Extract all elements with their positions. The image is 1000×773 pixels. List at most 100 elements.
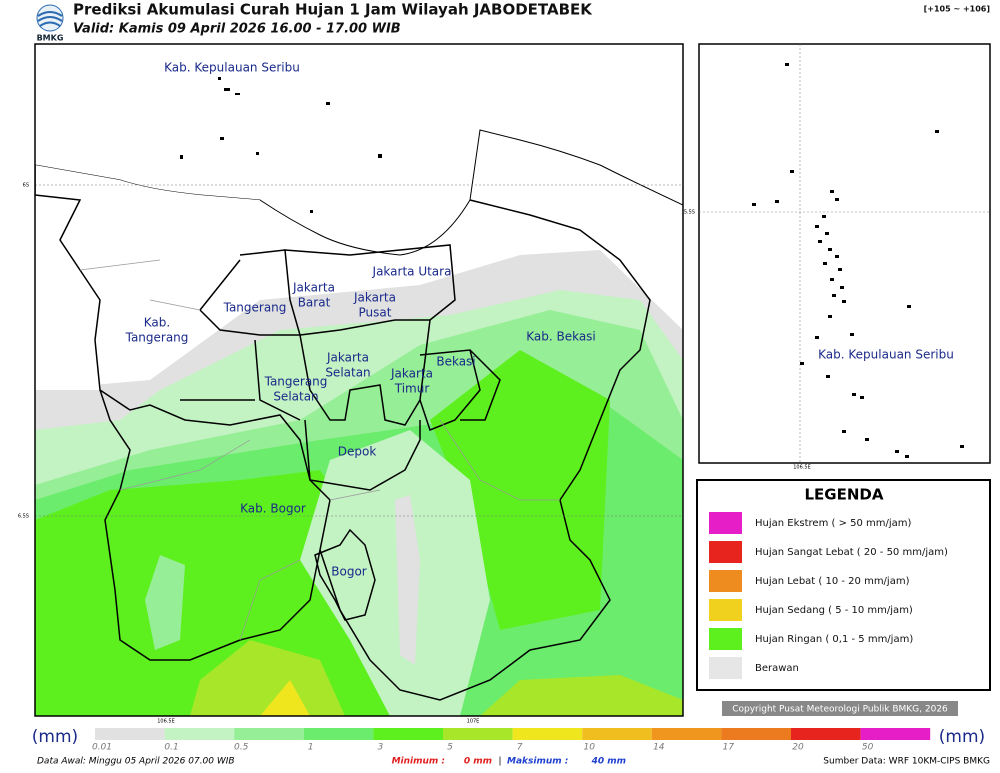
colorbar-segment <box>303 728 374 740</box>
colorbar-tick: 20 <box>792 743 804 753</box>
island <box>852 393 856 396</box>
region-label: Selatan <box>325 366 370 380</box>
island <box>860 396 864 399</box>
island <box>828 315 832 318</box>
colorbar-tick: 0.01 <box>92 743 112 753</box>
region-label: Jakarta Utara <box>372 265 452 279</box>
island <box>825 232 829 235</box>
footer-start: Data Awal: Minggu 05 April 2026 07.00 WI… <box>37 757 235 767</box>
legend-swatch <box>709 599 742 621</box>
lat-label: 6.5S <box>18 514 29 520</box>
island <box>828 248 832 251</box>
island <box>790 170 794 173</box>
region-label: Kab. Bogor <box>240 502 306 516</box>
colorbar-tick: 50 <box>862 743 874 753</box>
island <box>752 203 756 206</box>
legend-swatch <box>709 541 742 563</box>
colorbar-tick: 3 <box>378 743 384 753</box>
region-label: Kab. Bekasi <box>526 330 596 344</box>
copyright: Copyright Pusat Meteorologi Publik BMKG,… <box>732 705 948 715</box>
island <box>818 240 822 243</box>
region-label: Barat <box>298 296 331 310</box>
colorbar-segment <box>582 728 652 740</box>
region-label: Jakarta <box>353 291 396 305</box>
colorbar-tick: 1 <box>308 743 314 753</box>
region-label: Kab. <box>144 316 170 330</box>
colorbar-segment <box>512 728 583 740</box>
region-label: Jakarta <box>292 281 335 295</box>
separator: | <box>498 757 501 767</box>
island <box>815 225 819 228</box>
lon-label: 106.5E <box>793 465 810 471</box>
lat-label: 6S <box>23 183 29 189</box>
colorbar-segment <box>164 728 235 740</box>
region-label: Selatan <box>273 390 318 404</box>
lat-label: 5.5S <box>684 210 695 216</box>
island <box>815 336 819 339</box>
region-label: Depok <box>338 445 377 459</box>
island <box>905 455 909 458</box>
legend-swatch <box>709 512 742 534</box>
island <box>840 286 844 289</box>
colorbar-tick: 14 <box>653 743 665 753</box>
legend-label: Hujan Sedang ( 5 - 10 mm/jam) <box>755 605 913 616</box>
island <box>826 375 830 378</box>
unit: (mm) <box>32 727 78 747</box>
island <box>830 278 834 281</box>
subtitle: Valid: Kamis 09 April 2026 16.00 - 17.00… <box>73 22 401 37</box>
source: Sumber Data: WRF 10KM-CIPS BMKG <box>823 757 990 767</box>
island <box>785 63 789 66</box>
legend-box <box>696 479 991 691</box>
colorbar-segment <box>234 728 304 740</box>
region-label: Bogor <box>331 565 367 579</box>
island <box>865 438 869 441</box>
min-label: Minimum : <box>392 757 445 767</box>
island <box>842 430 846 433</box>
rain-field <box>35 44 683 716</box>
range: [+105 ~ +106] <box>924 5 990 14</box>
region-label: Pusat <box>359 306 392 320</box>
colorbar-tick: 17 <box>723 743 735 753</box>
island <box>822 215 826 218</box>
island <box>823 262 827 265</box>
island <box>907 305 911 308</box>
region-label: Tangerang <box>125 331 189 345</box>
min-value: 0 mm <box>464 757 492 767</box>
colorbar-tick: 7 <box>517 743 523 753</box>
colorbar-segment <box>95 728 165 740</box>
colorbar-tick: 0.1 <box>164 743 178 753</box>
island <box>842 300 846 303</box>
region-label: Jakarta <box>390 367 433 381</box>
colorbar-tick: 5 <box>447 743 453 753</box>
island <box>850 333 854 336</box>
unit: (mm) <box>939 727 985 747</box>
island <box>835 198 839 201</box>
colorbar-tick: 10 <box>583 743 595 753</box>
region-label: Bekasi <box>436 355 475 369</box>
logo: BMKG <box>36 4 64 43</box>
title: Prediksi Akumulasi Curah Hujan 1 Jam Wil… <box>73 1 593 19</box>
legend-label: Hujan Sangat Lebat ( 20 - 50 mm/jam) <box>755 547 948 558</box>
legend-label: Hujan Ringan ( 0,1 - 5 mm/jam) <box>755 634 913 645</box>
colorbar-segment <box>651 728 722 740</box>
lon-label: 107E <box>467 719 480 725</box>
region-label: Timur <box>394 382 430 396</box>
legend-label: Hujan Lebat ( 10 - 20 mm/jam) <box>755 576 910 587</box>
max-label: Maksimum : <box>507 757 568 767</box>
colorbar-tick: 0.5 <box>234 743 249 753</box>
logo-text: BMKG <box>37 34 64 43</box>
island <box>775 200 779 203</box>
region-label: Jakarta <box>326 351 369 365</box>
legend-title: LEGENDA <box>805 486 884 504</box>
colorbar-segment <box>791 728 861 740</box>
inset: Kab. Kepulauan Seribu 5.5S 106.5E <box>684 43 991 471</box>
map-frame <box>34 43 684 717</box>
legend-label: Berawan <box>755 663 799 674</box>
region-label: Tangerang <box>264 375 328 389</box>
lon-label: 106.5E <box>157 719 174 725</box>
island <box>832 294 836 297</box>
island <box>960 445 964 448</box>
inset-label: Kab. Kepulauan Seribu <box>818 348 954 362</box>
